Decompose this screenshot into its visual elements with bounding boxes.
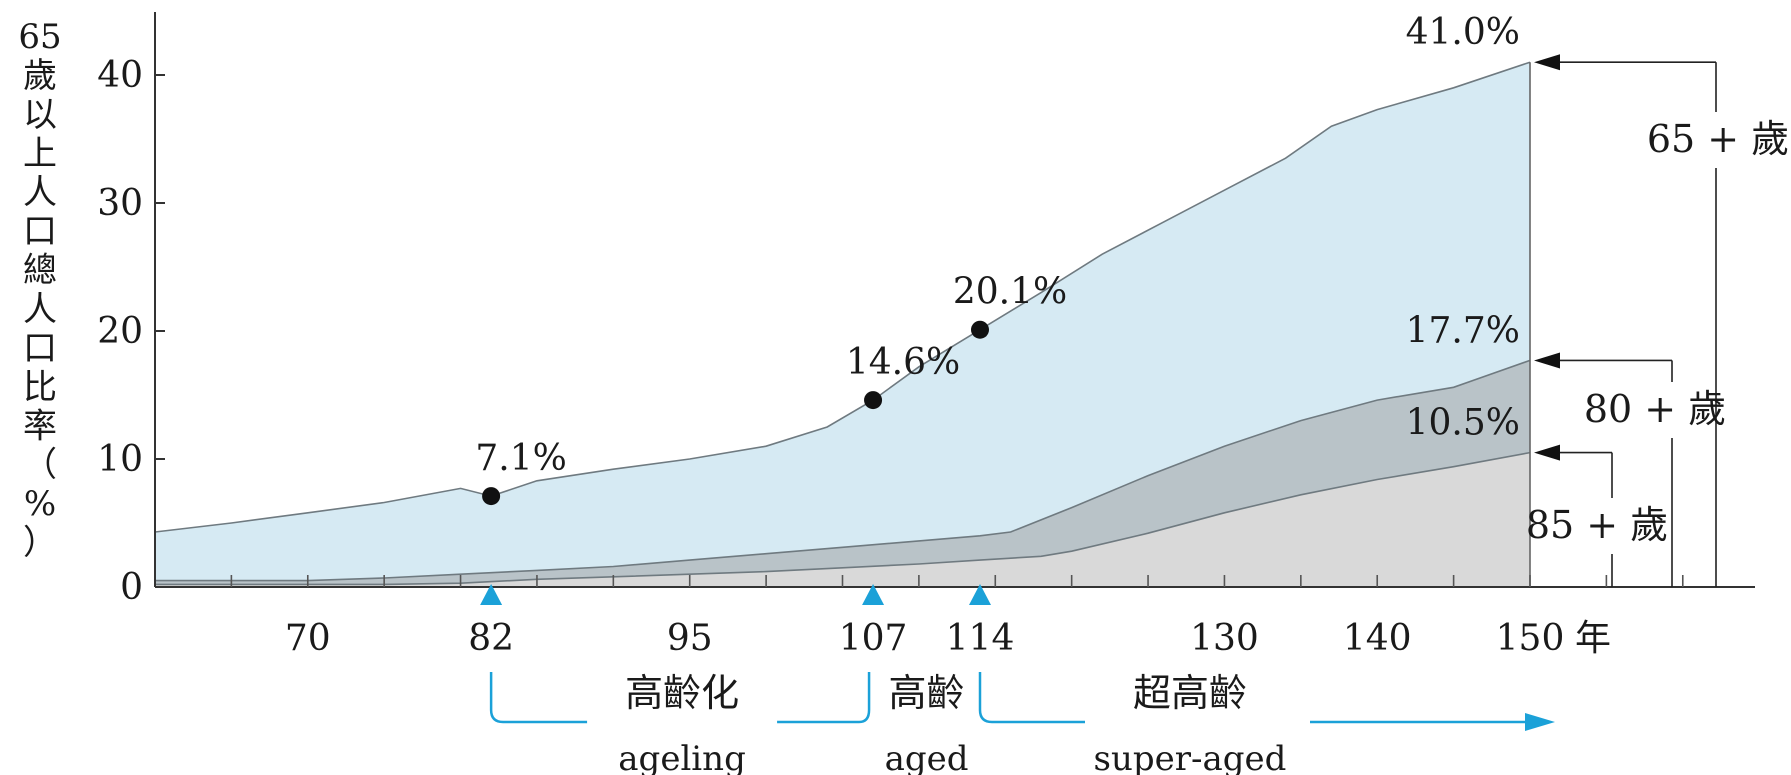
y-tick-label: 20 xyxy=(97,311,143,352)
end-value-label: 17.7% xyxy=(1406,310,1520,351)
arrow-head xyxy=(1534,444,1560,461)
end-value-label: 41.0% xyxy=(1406,12,1520,53)
phase-label-cn: 高齡 xyxy=(889,671,965,715)
phase-brackets: 高齡化 ageling 高齡 aged 超高齡 super-aged xyxy=(480,584,1555,775)
phase-bracket-ageling xyxy=(777,672,871,724)
series-line-85plus xyxy=(155,451,1531,586)
y-axis-label-char: ） xyxy=(23,523,57,563)
annotations: 7.1% 14.6% 20.1% 41.0% 17.7% 10.5% xyxy=(475,12,1520,506)
y-axis-label-char: 人 xyxy=(23,290,57,330)
y-axis-label-char: 口 xyxy=(23,328,57,368)
series-line-80plus xyxy=(155,359,1531,582)
phase-marker xyxy=(862,584,885,605)
y-axis-label-char: 上 xyxy=(23,134,57,174)
phase-arrow-head xyxy=(1525,713,1555,731)
y-tick-label: 10 xyxy=(97,439,143,480)
phase-bracket-super-aged xyxy=(978,672,1085,724)
area-85plus xyxy=(155,452,1530,587)
x-tick-label: 114 xyxy=(946,618,1015,659)
y-axis-label-char: 比 xyxy=(23,367,57,407)
area-layer xyxy=(154,61,1531,587)
x-tick-label: 140 xyxy=(1343,618,1412,659)
x-axis-label: 年 xyxy=(1575,618,1611,659)
x-tick-label: 70 xyxy=(285,618,331,659)
milestone-label: 14.6% xyxy=(846,342,960,383)
x-tick-label: 95 xyxy=(667,618,713,659)
end-value-label: 10.5% xyxy=(1406,403,1520,444)
y-axis-label-char: 率 xyxy=(23,406,57,446)
arrow-head xyxy=(1534,352,1560,369)
y-axis-label-char: 65 xyxy=(18,17,61,57)
phase-label-cn: 超高齡 xyxy=(1133,671,1247,715)
age-group-label: 85 + 歲 xyxy=(1526,503,1668,547)
age-group-label: 65 + 歲 xyxy=(1647,117,1789,161)
phase-marker xyxy=(969,584,991,605)
x-tick-label: 82 xyxy=(468,618,514,659)
phase-label-en: ageling xyxy=(618,739,746,775)
phase-label-en: super-aged xyxy=(1094,739,1287,775)
y-tick-label: 0 xyxy=(120,567,143,608)
x-tick-label: 107 xyxy=(839,618,908,659)
axes: 0 10 20 30 40 70 82 95 107 114 130 140 150 年 xyxy=(97,12,1755,659)
y-axis-label-char: （ xyxy=(23,445,57,485)
phase-marker xyxy=(480,584,503,605)
y-axis-label-char: % xyxy=(24,484,56,524)
x-tick-label: 150 xyxy=(1496,618,1565,659)
area-65plus xyxy=(155,62,1530,587)
milestone-point xyxy=(482,487,501,506)
age-group-labels: 65 + 歲 80 + 歲 85 + 歲 xyxy=(1526,54,1789,587)
y-axis-label-char: 人 xyxy=(23,173,57,213)
milestone-label: 7.1% xyxy=(475,438,566,479)
phase-label-en: aged xyxy=(885,739,969,775)
age-group-label: 80 + 歲 xyxy=(1584,387,1726,431)
milestone-label: 20.1% xyxy=(953,272,1067,313)
y-axis-label-char: 歲 xyxy=(23,56,57,96)
phase-label-cn: 高齡化 xyxy=(625,671,739,715)
y-axis-label-char: 總 xyxy=(23,251,57,291)
y-axis-label-char: 以 xyxy=(23,95,57,135)
x-tick-label: 130 xyxy=(1190,618,1259,659)
y-axis-label-char: 口 xyxy=(23,212,57,252)
phase-bracket-ageling xyxy=(489,672,588,724)
y-tick-label: 40 xyxy=(97,55,143,96)
milestone-point xyxy=(864,391,883,410)
y-tick-label: 30 xyxy=(97,183,143,224)
arrow-head xyxy=(1534,54,1560,71)
milestone-point xyxy=(971,320,989,339)
